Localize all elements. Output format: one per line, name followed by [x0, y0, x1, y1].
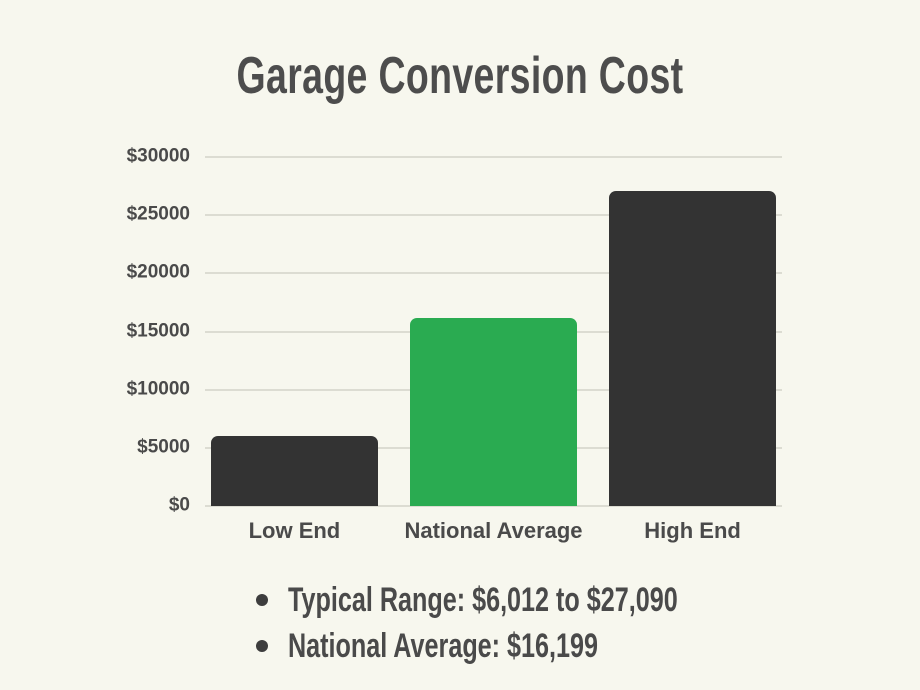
bar-national-average: [409, 317, 578, 506]
note-national-average: National Average: $16,199: [288, 626, 599, 665]
y-tick-label: $0: [168, 494, 190, 516]
y-tick-label: $5000: [137, 436, 190, 458]
y-tick-label: $20000: [126, 261, 190, 283]
chart-title: Garage Conversion Cost: [236, 47, 684, 105]
list-item: National Average: $16,199: [256, 623, 815, 669]
notes-list: Typical Range: $6,012 to $27,090 Nationa…: [256, 577, 815, 669]
bar-high-end: [608, 190, 777, 506]
y-tick-label: $10000: [126, 378, 190, 400]
y-tick-label: $25000: [126, 203, 190, 225]
y-tick-label: $30000: [126, 145, 190, 167]
bullet-icon: [256, 594, 268, 606]
note-typical-range: Typical Range: $6,012 to $27,090: [288, 580, 678, 619]
y-tick-label: $15000: [126, 320, 190, 342]
gridline: [205, 156, 782, 158]
y-axis: $30000 $25000 $20000 $15000 $10000 $5000 $0: [0, 146, 190, 516]
x-tick-label-national-average: National Average: [404, 518, 583, 543]
gridline: [205, 214, 782, 217]
x-axis: Low End National Average High End: [205, 518, 782, 548]
plot-area: [205, 156, 782, 507]
bullet-icon: [256, 640, 268, 652]
x-tick-label-high-end: High End: [644, 518, 741, 543]
x-tick-label-low-end: Low End: [248, 518, 341, 543]
bar-low-end: [210, 436, 379, 506]
gridline: [205, 505, 782, 507]
gridline: [205, 272, 782, 275]
list-item: Typical Range: $6,012 to $27,090: [256, 577, 815, 623]
